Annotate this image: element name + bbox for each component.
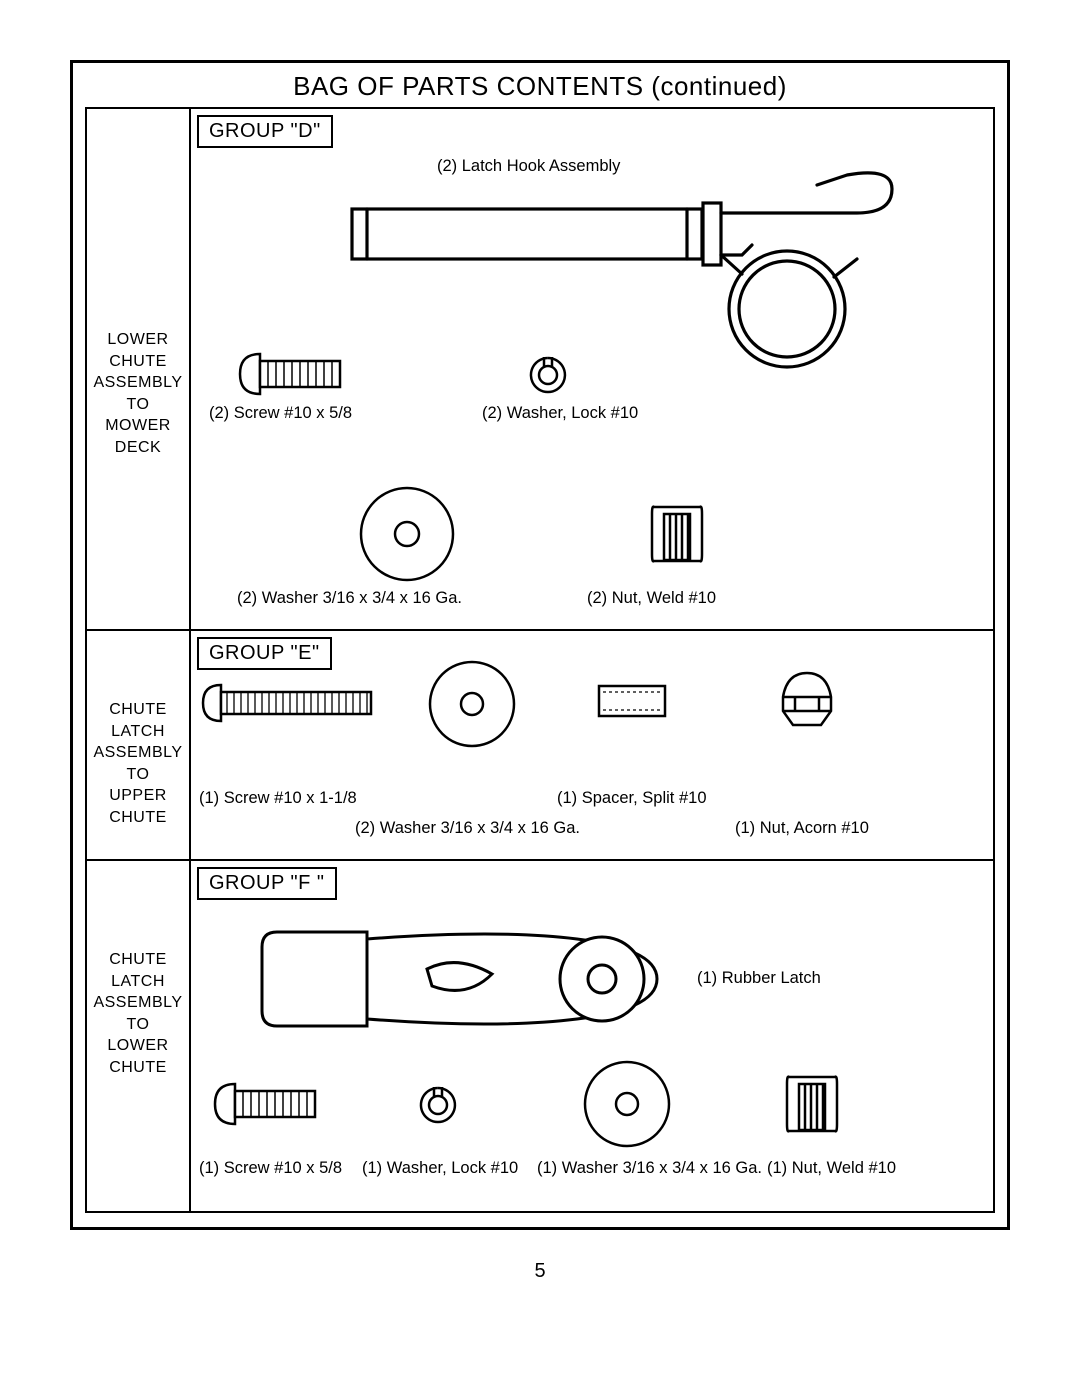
page-title: BAG OF PARTS CONTENTS (continued): [73, 71, 1007, 102]
rubber-latch-icon: [257, 914, 677, 1044]
acorn-nut-icon: [777, 669, 837, 735]
flat-washer-icon: [427, 659, 517, 749]
label-f-washer-flat: (1) Washer 3/16 x 3/4 x 16 Ga.: [537, 1159, 762, 1178]
label-d-washer-flat: (2) Washer 3/16 x 3/4 x 16 Ga.: [237, 589, 462, 608]
screw-icon: [207, 1079, 327, 1129]
group-f-side-label: CHUTE LATCH ASSEMBLY TO LOWER CHUTE: [87, 949, 189, 1079]
weld-nut-icon: [777, 1069, 847, 1139]
inner-box: GROUP "D" LOWER CHUTE ASSEMBLY TO MOWER …: [85, 107, 995, 1213]
label-f-rubber: (1) Rubber Latch: [697, 969, 821, 988]
label-d-screw: (2) Screw #10 x 5/8: [209, 404, 352, 423]
label-e-screw: (1) Screw #10 x 1-1/8: [199, 789, 357, 808]
group-e-side-label: CHUTE LATCH ASSEMBLY TO UPPER CHUTE: [87, 699, 189, 829]
label-f-nut: (1) Nut, Weld #10: [767, 1159, 896, 1178]
page: BAG OF PARTS CONTENTS (continued) GROUP …: [0, 0, 1080, 1397]
lock-washer-icon: [417, 1084, 459, 1126]
outer-frame: BAG OF PARTS CONTENTS (continued) GROUP …: [70, 60, 1010, 1230]
group-f-tag: GROUP "F ": [197, 867, 337, 900]
horizontal-divider-2: [87, 859, 993, 861]
flat-washer-icon: [582, 1059, 672, 1149]
group-d-side-label: LOWER CHUTE ASSEMBLY TO MOWER DECK: [87, 329, 189, 459]
label-e-washer: (2) Washer 3/16 x 3/4 x 16 Ga.: [355, 819, 580, 838]
screw-icon: [232, 349, 352, 399]
group-d-tag: GROUP "D": [197, 115, 333, 148]
horizontal-divider-1: [87, 629, 993, 631]
latch-hook-assembly-icon: [347, 179, 907, 379]
page-number: 5: [0, 1260, 1080, 1283]
group-e-tag: GROUP "E": [197, 637, 332, 670]
label-d-nut: (2) Nut, Weld #10: [587, 589, 716, 608]
label-d-latch: (2) Latch Hook Assembly: [437, 157, 620, 176]
label-f-screw: (1) Screw #10 x 5/8: [199, 1159, 342, 1178]
vertical-divider: [189, 109, 191, 1211]
lock-washer-icon: [527, 354, 569, 396]
label-e-nut: (1) Nut, Acorn #10: [735, 819, 869, 838]
label-f-washer-lock: (1) Washer, Lock #10: [362, 1159, 518, 1178]
screw-long-icon: [197, 681, 377, 725]
flat-washer-icon: [357, 484, 457, 584]
split-spacer-icon: [597, 684, 667, 718]
label-e-spacer: (1) Spacer, Split #10: [557, 789, 707, 808]
weld-nut-icon: [642, 499, 712, 569]
label-d-washer-lock: (2) Washer, Lock #10: [482, 404, 638, 423]
